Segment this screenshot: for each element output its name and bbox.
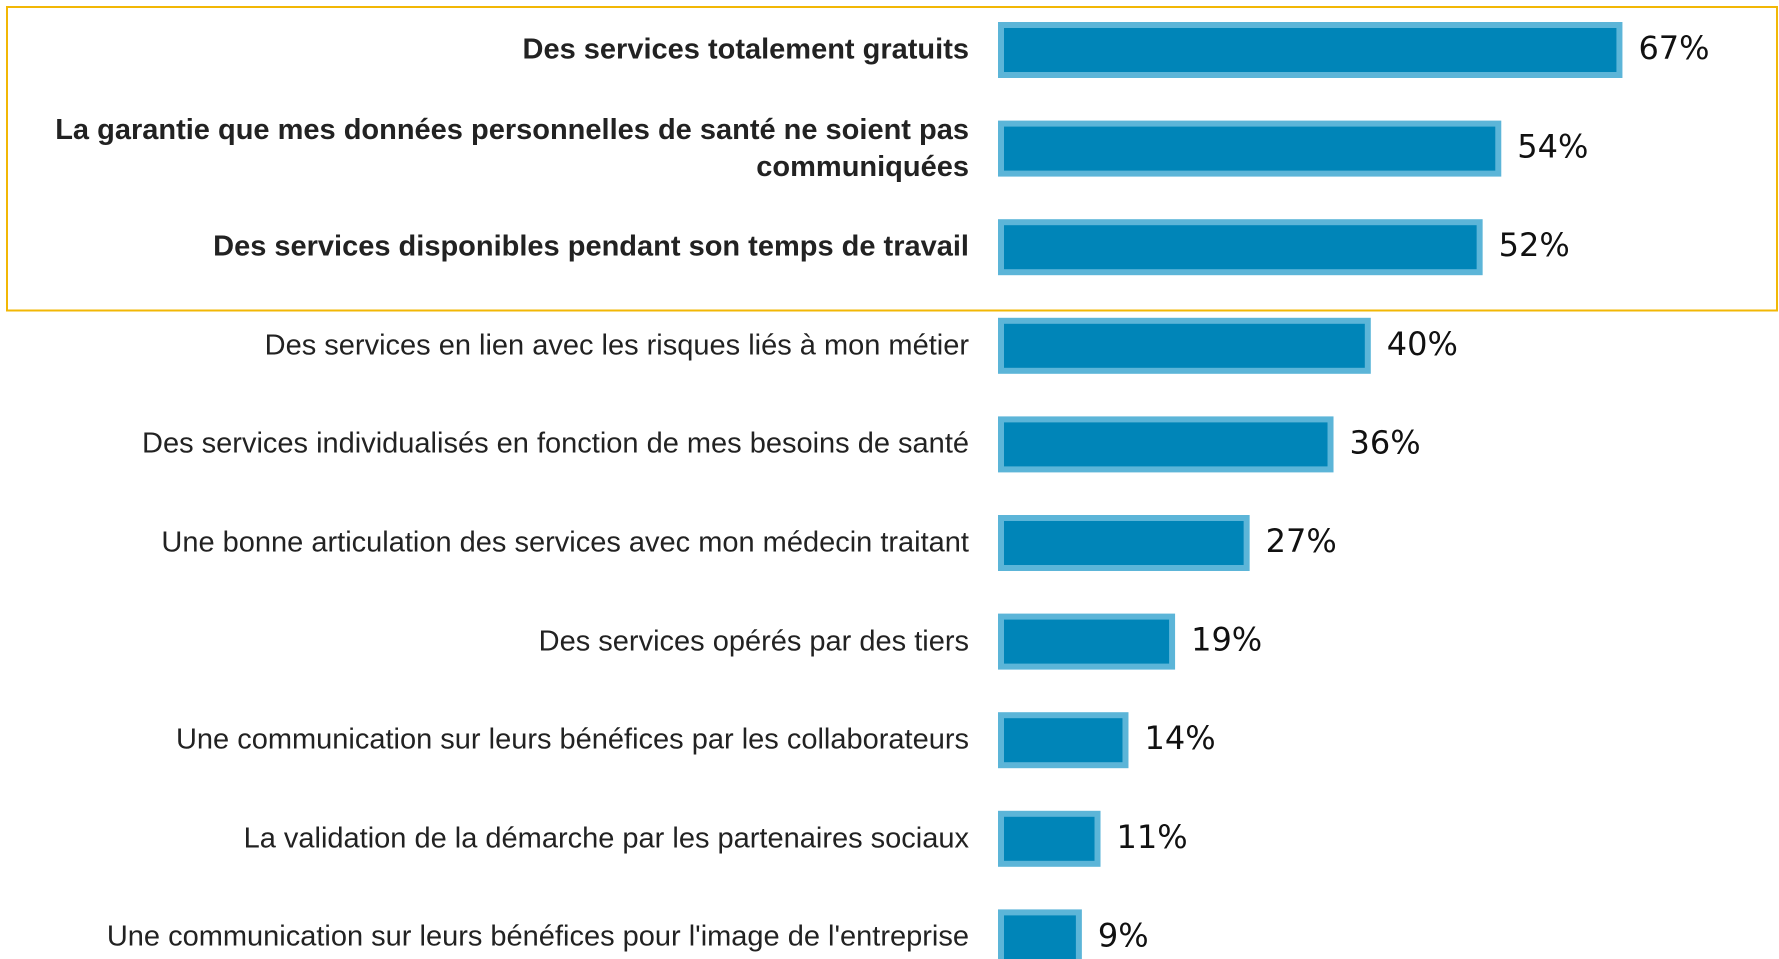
- value-label: 67%: [1638, 29, 1709, 67]
- value-label: 54%: [1517, 128, 1588, 166]
- category-label: La garantie que mes données personnelles…: [55, 113, 969, 183]
- bar: [998, 712, 1129, 769]
- value-label: 27%: [1266, 522, 1337, 560]
- bar: [998, 317, 1371, 374]
- value-label: 40%: [1387, 325, 1458, 363]
- category-label: Des services disponibles pendant son tem…: [213, 230, 969, 263]
- category-label: Une communication sur leurs bénéfices pa…: [175, 723, 969, 756]
- bar: [998, 810, 1101, 867]
- value-label: 36%: [1350, 423, 1421, 461]
- bar: [998, 416, 1334, 473]
- bar: [998, 515, 1250, 571]
- category-label: Une bonne articulation des services avec…: [161, 526, 969, 559]
- value-label: 9%: [1098, 916, 1149, 954]
- value-label: 11%: [1117, 818, 1188, 856]
- value-label: 19%: [1191, 621, 1262, 659]
- category-label: Des services totalement gratuits: [522, 33, 969, 66]
- bar: [998, 219, 1483, 276]
- category-label: Des services opérés par des tiers: [538, 625, 969, 658]
- value-label: 52%: [1499, 226, 1570, 264]
- bar: [998, 22, 1623, 78]
- bar: [998, 613, 1176, 670]
- category-label: La validation de la démarche par les par…: [243, 822, 969, 855]
- bar: [998, 120, 1502, 177]
- highlight-box: [6, 6, 1778, 312]
- bar: [998, 909, 1082, 959]
- category-label: Une communication sur leurs bénéfices po…: [106, 920, 969, 953]
- value-label: 14%: [1144, 719, 1215, 757]
- category-label: Des services individualisés en fonction …: [142, 427, 969, 460]
- category-label: Des services en lien avec les risques li…: [264, 329, 969, 362]
